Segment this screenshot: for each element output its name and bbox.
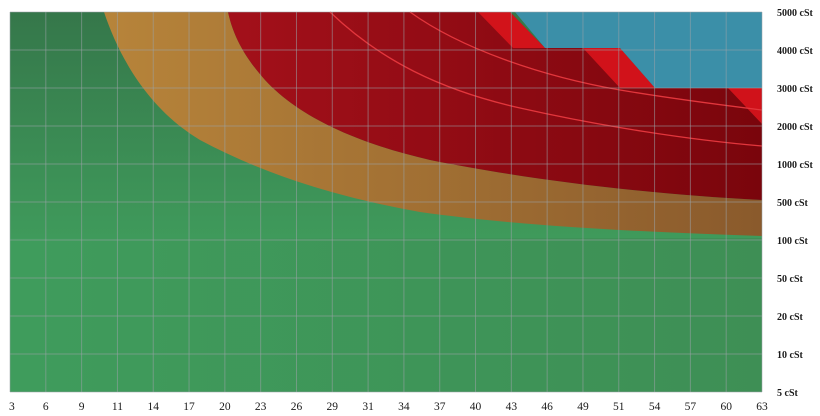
x-tick-label: 37	[434, 401, 446, 413]
x-tick-label: 51	[613, 401, 625, 413]
y-tick-label: 5 cSt	[777, 388, 799, 399]
x-tick-label: 31	[362, 401, 374, 413]
x-tick-label: 17	[183, 401, 195, 413]
curve-red-inner-1	[329, 11, 763, 147]
curve-red-inner-2	[409, 11, 763, 111]
x-tick-label: 43	[506, 401, 518, 413]
y-tick-label: 100 cSt	[777, 236, 809, 247]
x-tick-label: 14	[147, 401, 159, 413]
y-tick-label: 2000 cSt	[777, 122, 814, 133]
x-tick-label: 60	[720, 401, 732, 413]
orange-region	[104, 12, 762, 236]
x-tick-label: 46	[541, 401, 553, 413]
y-tick-label: 4000 cSt	[777, 46, 814, 57]
x-tick-label: 11	[112, 401, 123, 413]
x-axis-labels: 3 6 9 11 14 17 20 23 26 29 31 34 37 40 43 46 49 51 54 57 60 6…	[9, 401, 768, 413]
y-axis-labels: 5 cSt 10 cSt 20 cSt 50 cSt 100 cSt 500 cSt 100…	[777, 8, 814, 399]
y-tick-label: 5000 cSt	[777, 8, 814, 19]
y-tick-label: 50 cSt	[777, 274, 804, 285]
x-tick-label: 20	[219, 401, 231, 413]
y-tick-label: 1000 cSt	[777, 160, 814, 171]
y-tick-label: 10 cSt	[777, 350, 804, 361]
x-tick-label: 26	[291, 401, 303, 413]
x-tick-label: 34	[398, 401, 410, 413]
x-tick-label: 63	[756, 401, 768, 413]
x-tick-label: 29	[327, 401, 339, 413]
x-tick-label: 57	[685, 401, 697, 413]
x-tick-label: 49	[577, 401, 589, 413]
x-tick-label: 6	[43, 401, 49, 413]
plot-area	[9, 11, 763, 393]
x-tick-label: 3	[9, 401, 15, 413]
x-tick-label: 9	[79, 401, 85, 413]
red-bright-steps	[478, 12, 762, 124]
grid-lines	[9, 11, 763, 393]
x-tick-label: 23	[255, 401, 267, 413]
x-tick-label: 54	[649, 401, 661, 413]
y-tick-label: 3000 cSt	[777, 84, 814, 95]
y-tick-label: 500 cSt	[777, 198, 809, 209]
green-low-region	[10, 238, 762, 392]
x-tick-label: 40	[470, 401, 482, 413]
y-tick-label: 20 cSt	[777, 312, 804, 323]
